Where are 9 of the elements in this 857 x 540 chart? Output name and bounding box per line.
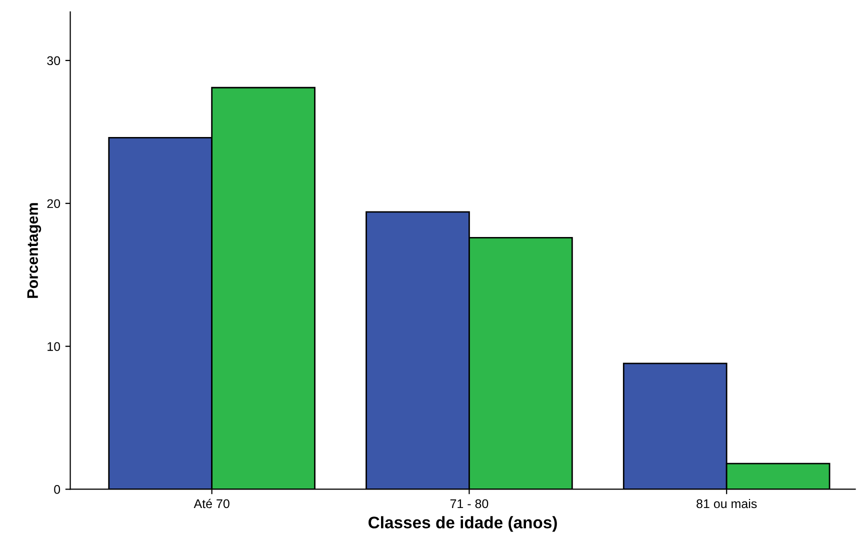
y-tick-label: 10 [48,342,60,351]
y-axis-title: Porcentagem [27,203,42,298]
y-tick-label: 0 [54,485,60,494]
x-tick-label: Até 70 [194,498,230,508]
x-tick-label: 81 ou mais [696,498,757,508]
y-tick-label: 30 [47,56,60,66]
y-tick-label: 20 [47,199,60,208]
x-tick-label: 71 - 80 [450,499,488,508]
x-axis-title: Classes de idade (anos) [368,516,557,532]
